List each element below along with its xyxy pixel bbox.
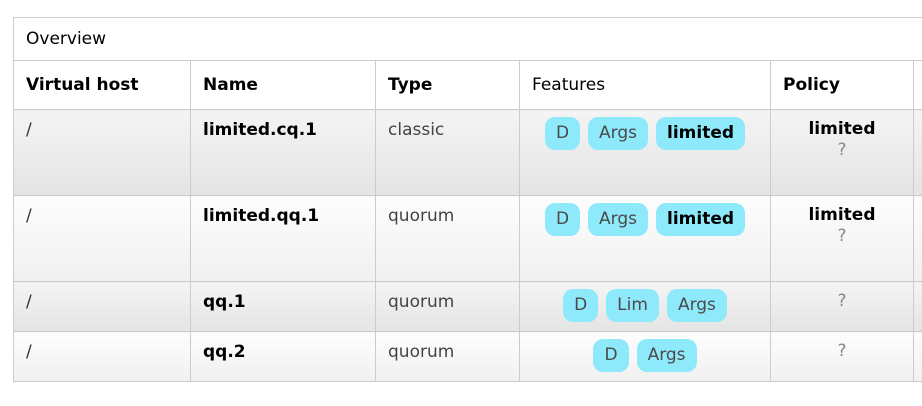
queues-table: Overview Virtual host Name Type Features… <box>12 17 922 382</box>
clipped-cell <box>912 331 922 382</box>
queue-type-cell: quorum <box>375 331 520 382</box>
durable-badge: D <box>544 203 581 236</box>
arguments-badge: Args <box>588 117 649 150</box>
queue-row-qq-1[interactable]: / qq.1 quorum D Lim Args ? <box>13 281 922 332</box>
column-header-features: Features <box>519 60 771 110</box>
durable-badge: D <box>563 289 599 322</box>
queue-name-cell: qq.2 <box>190 331 376 382</box>
group-header-overview: Overview <box>12 17 922 61</box>
clipped-cell <box>912 195 922 282</box>
policy-cell: ? <box>770 331 914 382</box>
queue-type-cell: quorum <box>375 281 520 332</box>
clipped-cell <box>912 281 922 332</box>
policy-help-link[interactable]: ? <box>837 341 847 361</box>
features-cell: D Args limited <box>519 109 771 196</box>
arguments-badge: Args <box>636 339 697 372</box>
group-header-row: Overview <box>12 17 922 61</box>
limit-badge: Lim <box>606 289 659 322</box>
policy-name: limited <box>808 119 876 139</box>
queue-name-cell: limited.qq.1 <box>190 195 376 282</box>
arguments-badge: Args <box>588 203 649 236</box>
column-header-virtual-host[interactable]: Virtual host <box>13 60 191 110</box>
column-header-policy[interactable]: Policy <box>770 60 914 110</box>
features-cell: D Args limited <box>519 195 771 282</box>
queue-row-qq-2[interactable]: / qq.2 quorum D Args ? <box>13 331 922 382</box>
vhost-cell: / <box>13 195 191 282</box>
policy-cell: limited ? <box>770 109 914 196</box>
policy-help-link[interactable]: ? <box>837 226 847 246</box>
durable-badge: D <box>593 339 629 372</box>
clipped-cell <box>912 109 922 196</box>
policy-cell: ? <box>770 281 914 332</box>
durable-badge: D <box>544 117 581 150</box>
column-header-clipped <box>912 60 922 110</box>
vhost-cell: / <box>13 281 191 332</box>
queue-type-cell: quorum <box>375 195 520 282</box>
vhost-cell: / <box>13 331 191 382</box>
vhost-cell: / <box>13 109 191 196</box>
column-header-type[interactable]: Type <box>375 60 520 110</box>
policy-cell: limited ? <box>770 195 914 282</box>
policy-help-link[interactable]: ? <box>837 291 847 311</box>
queue-row-limited-qq-1[interactable]: / limited.qq.1 quorum D Args limited limit… <box>13 195 922 282</box>
policy-name: limited <box>808 205 876 225</box>
column-header-name[interactable]: Name <box>190 60 376 110</box>
queue-name-cell: limited.cq.1 <box>190 109 376 196</box>
arguments-badge: Args <box>666 289 727 322</box>
features-cell: D Lim Args <box>519 281 771 332</box>
policy-applied-badge: limited <box>656 117 746 150</box>
queue-type-cell: classic <box>375 109 520 196</box>
policy-help-link[interactable]: ? <box>837 140 847 160</box>
queue-row-limited-cq-1[interactable]: / limited.cq.1 classic D Args limited limi… <box>13 109 922 196</box>
policy-applied-badge: limited <box>656 203 746 236</box>
queue-name-cell: qq.1 <box>190 281 376 332</box>
features-cell: D Args <box>519 331 771 382</box>
column-header-row: Virtual host Name Type Features Policy <box>13 60 922 110</box>
